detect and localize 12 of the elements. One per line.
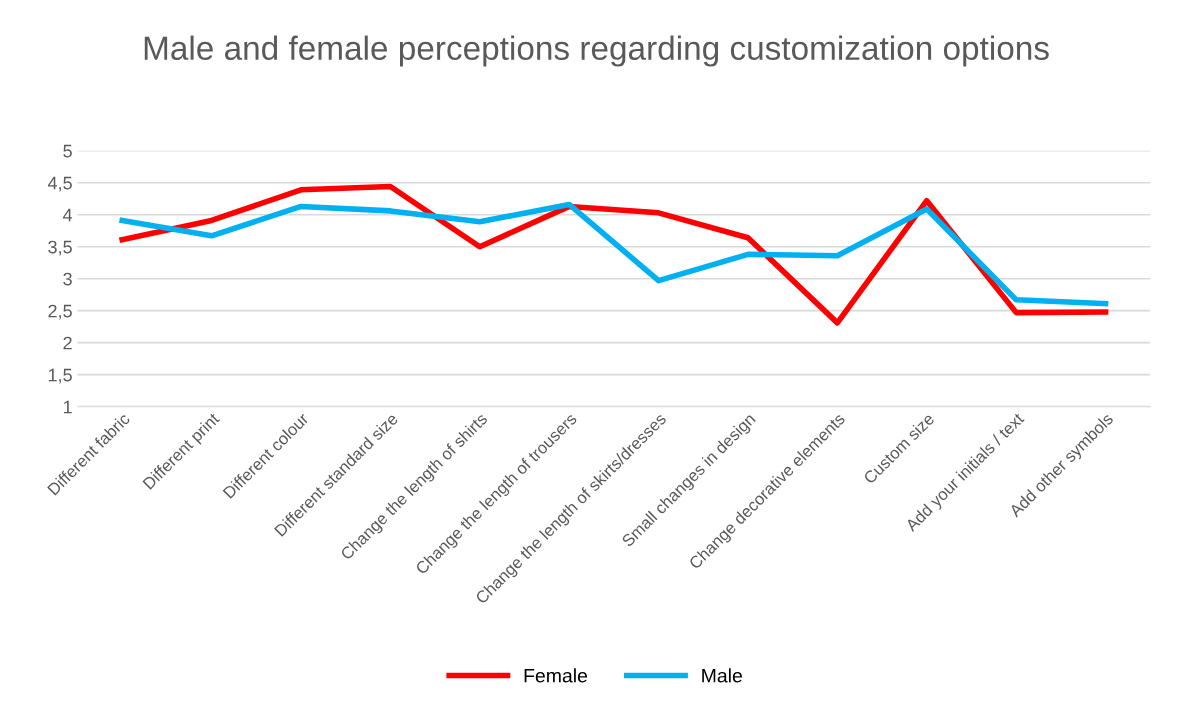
y-tick-label: 2 xyxy=(63,336,72,350)
y-tick-label: 4 xyxy=(62,208,73,222)
y-tick-label: 1,5 xyxy=(48,368,72,384)
y-tick-label: 2,5 xyxy=(48,304,72,320)
y-tick-label: 5 xyxy=(63,144,72,158)
legend-label: Female xyxy=(524,668,588,683)
y-tick-label: 3,5 xyxy=(48,240,72,256)
legend-label: Male xyxy=(702,668,742,683)
y-tick-label: 3 xyxy=(63,272,72,286)
y-tick-label: 1 xyxy=(63,400,72,414)
y-tick-label: 4,5 xyxy=(47,176,72,192)
chart-title: Male and female perceptions regarding customization options xyxy=(144,35,1049,67)
